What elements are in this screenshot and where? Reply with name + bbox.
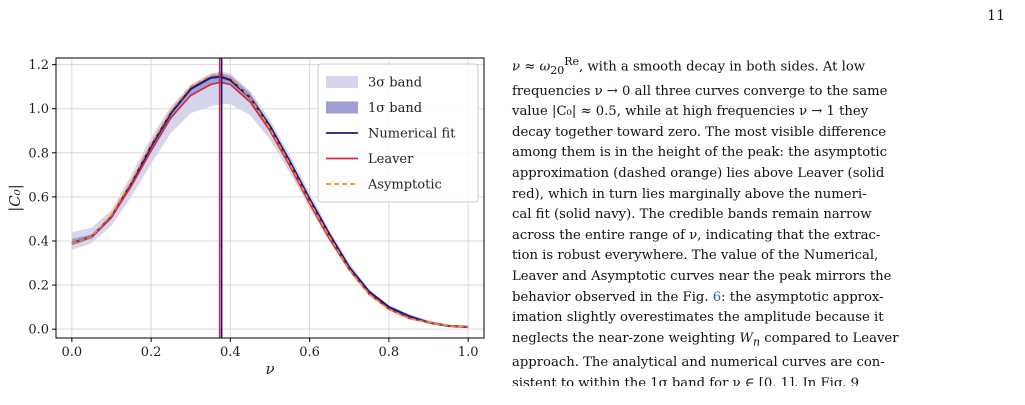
x-tick-label: 0.4 bbox=[220, 345, 241, 360]
band-3sigma bbox=[71, 71, 469, 328]
legend-label: Asymptotic bbox=[367, 178, 442, 193]
text-line: approach. The analytical and numerical c… bbox=[512, 354, 885, 370]
series-asymptotic bbox=[71, 72, 469, 328]
plot-frame bbox=[55, 57, 485, 339]
x-tick-label: 0.8 bbox=[379, 345, 400, 360]
x-tick-label: 0.0 bbox=[62, 345, 83, 360]
y-tick-label: 0.0 bbox=[28, 323, 49, 338]
figure: 0.0 0.2 0.4 0.6 0.8 1.0 0.0 0.2 0.4 0.6 0.8 1.0 1.2 ν… bbox=[0, 40, 500, 405]
x-tick-label: 0.6 bbox=[299, 345, 320, 360]
legend-box bbox=[317, 63, 479, 203]
amplitude-chart: 0.0 0.2 0.4 0.6 0.8 1.0 0.0 0.2 0.4 0.6 0.8 1.0 1.2 ν… bbox=[6, 57, 485, 378]
band-1sigma bbox=[71, 73, 469, 328]
x-tick-label: 0.2 bbox=[141, 345, 162, 360]
text-line: across the entire range of ν, indicating… bbox=[512, 227, 881, 243]
text-line: Leaver and Asymptotic curves near the pe… bbox=[512, 268, 892, 284]
text-line: frequencies ν → 0 all three curves conve… bbox=[512, 83, 888, 99]
legend-label: Leaver bbox=[368, 152, 414, 167]
figure-reference-link[interactable]: 6 bbox=[712, 289, 722, 305]
legend-label: Numerical fit bbox=[368, 127, 456, 142]
x-axis-label: ν bbox=[265, 360, 274, 378]
legend-swatch bbox=[326, 101, 358, 114]
text-line: sistent to within the 1σ band for ν ∈ [0… bbox=[512, 375, 860, 386]
legend-label: 1σ band bbox=[368, 101, 422, 116]
x-tick-label: 1.0 bbox=[458, 345, 479, 360]
text-line: cal fit (solid navy). The credible bands… bbox=[512, 207, 872, 223]
text-line: approximation (dashed orange) lies above… bbox=[512, 166, 885, 181]
y-tick-label: 1.2 bbox=[28, 58, 49, 73]
text-line: value |C₀| ≈ 0.5, while at high frequenc… bbox=[512, 104, 869, 120]
y-tick-label: 0.4 bbox=[28, 234, 49, 249]
y-tick-label: 0.6 bbox=[28, 190, 49, 205]
text-line: tion is robust everywhere. The value of … bbox=[512, 248, 879, 264]
text-line: neglects the near-zone weighting Wn comp… bbox=[512, 330, 899, 349]
legend-label: 3σ band bbox=[368, 76, 422, 91]
y-tick-label: 1.0 bbox=[28, 102, 49, 117]
text-line: among them is in the height of the peak:… bbox=[512, 145, 888, 161]
text-line: imation slightly overestimates the ampli… bbox=[512, 310, 884, 326]
text-line: decay together toward zero. The most vis… bbox=[512, 124, 887, 140]
y-tick-label: 0.8 bbox=[28, 146, 49, 161]
text-line: red), which in turn lies marginally abov… bbox=[512, 186, 867, 202]
body-text: ν ≈ ω20Re, with a smooth decay in both s… bbox=[512, 52, 1002, 386]
text-line: ν ≈ ω20Re, with a smooth decay in both s… bbox=[512, 55, 866, 78]
legend-swatch bbox=[326, 76, 358, 88]
page-number: 11 bbox=[987, 8, 1005, 24]
text-line: behavior observed in the Fig. 6: the asy… bbox=[512, 289, 884, 305]
y-tick-label: 0.2 bbox=[28, 279, 49, 294]
y-axis-label: |C₀| bbox=[6, 184, 24, 212]
